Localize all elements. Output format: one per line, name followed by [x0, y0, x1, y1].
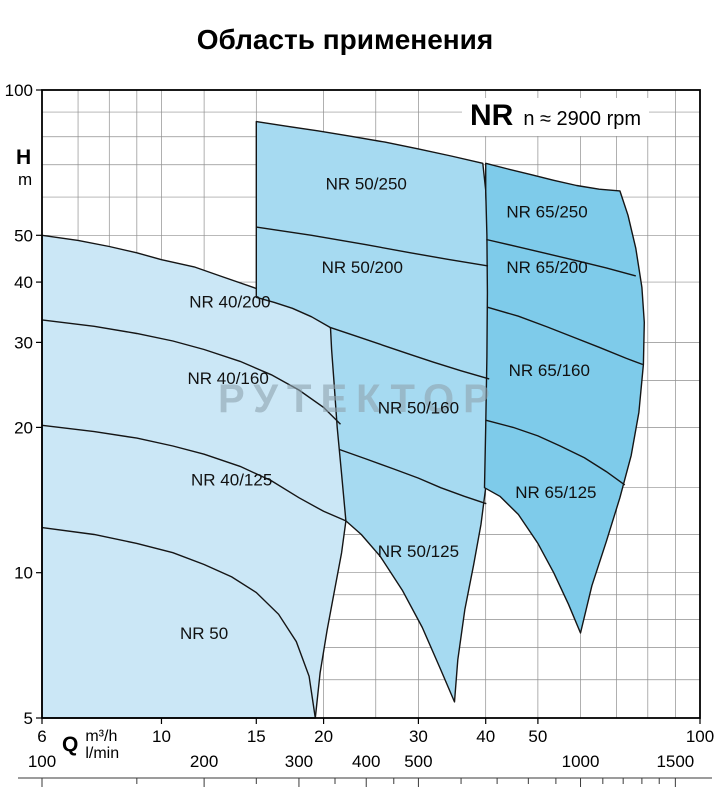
lmin-tick-label: 1000 [562, 752, 600, 771]
x-axis-symbol: Q [62, 733, 79, 756]
y-tick-label: 100 [5, 81, 33, 100]
divider-nr40-160-125 [41, 424, 347, 522]
x-tick-label: 20 [314, 727, 333, 746]
divider-nr50-250-200 [256, 226, 489, 267]
y-tick-label: 40 [14, 273, 33, 292]
y-tick-label: 50 [14, 226, 33, 245]
y-tick-label: 5 [24, 709, 33, 728]
x-axis-unit-lmin: l/min [85, 745, 120, 762]
region-label-nr-65-200: NR 65/200 [506, 258, 587, 277]
divider-nr40-200-160 [41, 319, 341, 425]
region-label-nr-40-125: NR 40/125 [191, 470, 272, 489]
region-label-nr-50-250: NR 50/250 [326, 175, 407, 194]
region-label-nr-65-250: NR 65/250 [506, 203, 587, 222]
divider-nr65-250-200 [486, 238, 636, 277]
x-tick-label: 50 [528, 727, 547, 746]
x-axis-unit-m3h: m³/h [85, 728, 118, 745]
y-axis-title: H m [16, 146, 32, 190]
region-label-nr-50-200: NR 50/200 [322, 258, 403, 277]
divider-nr50-160-125 [339, 448, 487, 505]
divider-nr50-200-160 [330, 326, 490, 380]
divider-nr40-125-nr50 [41, 526, 316, 719]
divider-nr65-160-125 [485, 419, 626, 486]
region-nr65-envelope [483, 162, 645, 634]
region-label-nr-65-125: NR 65/125 [515, 483, 596, 502]
series-name: NR [470, 99, 514, 132]
y-tick-label: 20 [14, 418, 33, 437]
x-tick-label: 10 [152, 727, 171, 746]
x-axis-title: Q m³/h l/min [62, 728, 119, 762]
lmin-tick-label: 200 [190, 752, 218, 771]
region-nr50-envelope [255, 120, 490, 703]
watermark: РУТЕКТОР [218, 377, 499, 421]
y-axis-unit: m [18, 170, 33, 189]
region-label-nr-50: NR 50 [180, 624, 228, 643]
y-axis-symbol: H [16, 146, 32, 169]
series-speed-label: n ≈ 2900 rpm [523, 108, 642, 130]
lmin-tick-label: 400 [352, 752, 380, 771]
region-label-nr-65-160: NR 65/160 [509, 361, 590, 380]
region-label-nr-50-160: NR 50/160 [378, 398, 459, 417]
region-label-nr-40-200: NR 40/200 [189, 292, 270, 311]
x-tick-label: 40 [476, 727, 495, 746]
page-title: Область применения [196, 24, 494, 55]
x-tick-label: 100 [686, 727, 714, 746]
series-legend: NR n ≈ 2900 rpm [462, 98, 650, 136]
plot-border [41, 89, 701, 719]
region-label-nr-50-125: NR 50/125 [378, 542, 459, 561]
x-axis-units: m³/h l/min [85, 728, 119, 762]
lmin-tick-label: 1500 [656, 752, 694, 771]
y-tick-label: 10 [14, 564, 33, 583]
lmin-tick-label: 300 [285, 752, 313, 771]
lmin-tick-label: 500 [404, 752, 432, 771]
x-tick-label: 30 [409, 727, 428, 746]
x-tick-label: 6 [37, 727, 46, 746]
x-tick-label: 15 [247, 727, 266, 746]
divider-nr65-200-160 [486, 306, 644, 366]
lmin-tick-label: 100 [28, 752, 56, 771]
region-label-nr-40-160: NR 40/160 [188, 369, 269, 388]
y-tick-label: 30 [14, 333, 33, 352]
